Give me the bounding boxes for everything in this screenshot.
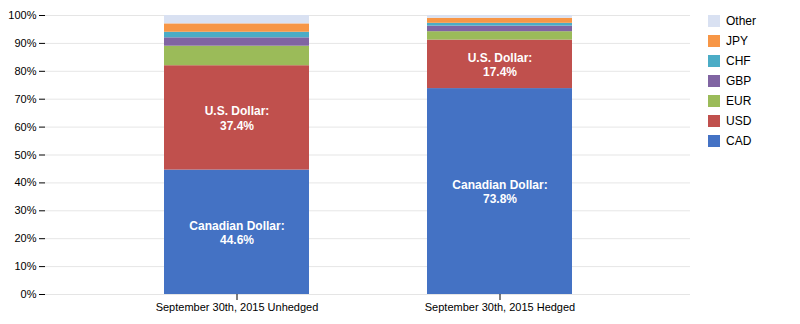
svg-text:50%: 50% [14, 149, 36, 161]
html-text:USD: USD [726, 114, 752, 128]
svg-text:60%: 60% [14, 121, 36, 133]
svg-text:100%: 100% [8, 9, 36, 21]
html-text:JPY: JPY [726, 34, 748, 48]
svg-text:U.S. Dollar:17.4%: U.S. Dollar:17.4% [468, 51, 533, 79]
svg-text:September 30th, 2015 Hedged: September 30th, 2015 Hedged [425, 301, 575, 313]
svg-text:90%: 90% [14, 37, 36, 49]
html-text:CAD: CAD [726, 134, 752, 148]
html-text:GBP: GBP [726, 74, 752, 88]
svg-text:70%: 70% [14, 93, 36, 105]
svg-text:40%: 40% [14, 176, 36, 188]
html-text:CHF: CHF [726, 54, 751, 68]
svg-text:30%: 30% [14, 204, 36, 216]
svg-text:10%: 10% [14, 260, 36, 272]
html-text:Other: Other [726, 14, 756, 28]
svg-text:Canadian Dollar:73.8%: Canadian Dollar:73.8% [452, 178, 547, 206]
svg-text:U.S. Dollar:37.4%: U.S. Dollar:37.4% [205, 104, 270, 132]
svg-text:20%: 20% [14, 232, 36, 244]
html-text:EUR: EUR [726, 94, 752, 108]
svg-text:Canadian Dollar:44.6%: Canadian Dollar:44.6% [189, 219, 284, 247]
svg-text:80%: 80% [14, 65, 36, 77]
svg-text:September 30th, 2015 Unhedged: September 30th, 2015 Unhedged [156, 301, 319, 313]
svg-text:0%: 0% [21, 288, 37, 300]
